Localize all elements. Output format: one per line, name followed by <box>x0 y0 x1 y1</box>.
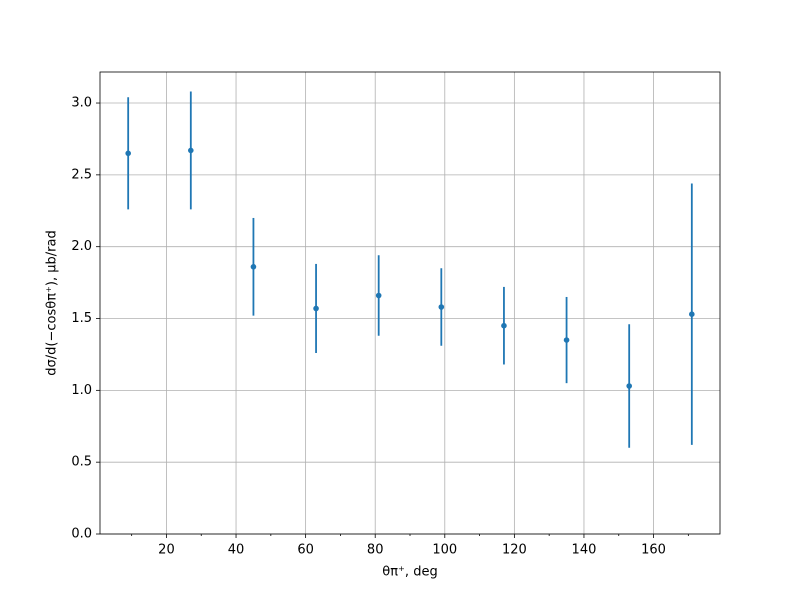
data-point <box>501 322 507 329</box>
data-point <box>188 147 194 154</box>
plot-frame <box>99 71 721 535</box>
x-tick-label: 40 <box>228 543 245 558</box>
y-tick-label: 2.5 <box>71 167 92 182</box>
x-axis-label: θπ⁺, deg <box>382 565 437 580</box>
data-point <box>438 304 445 310</box>
x-tick-label: 140 <box>572 543 597 558</box>
y-tick-label: 1.5 <box>71 311 92 326</box>
data-point <box>375 292 382 299</box>
data-point <box>626 383 632 389</box>
y-tick-label: 0.5 <box>71 455 92 470</box>
x-tick-label: 20 <box>158 543 175 558</box>
data-point <box>125 150 131 157</box>
data-point <box>313 305 319 312</box>
x-tick-label: 120 <box>502 543 527 558</box>
y-tick-label: 1.0 <box>71 383 92 398</box>
y-tick-label: 2.0 <box>71 239 92 254</box>
x-tick-label: 100 <box>432 543 457 558</box>
x-tick-label: 80 <box>367 543 384 558</box>
data-point <box>563 337 570 343</box>
data-point <box>250 263 257 270</box>
data-point <box>689 311 695 318</box>
y-axis-label: dσ/d(−cosθπ⁺), μb/rad <box>45 230 60 375</box>
y-tick-label: 3.0 <box>71 96 92 111</box>
x-tick-label: 160 <box>641 543 666 558</box>
y-tick-label: 0.0 <box>71 527 92 542</box>
x-tick-label: 60 <box>297 543 314 558</box>
